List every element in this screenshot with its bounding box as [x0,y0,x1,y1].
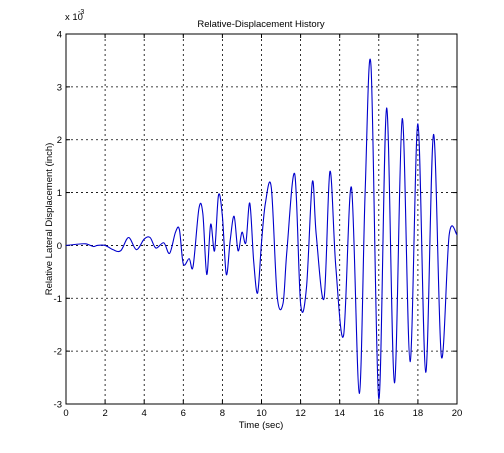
y-tick-label: -1 [54,294,62,305]
x-tick-label: 20 [452,408,463,419]
x-tick-label: 14 [334,408,345,419]
x-tick-label: 16 [374,408,385,419]
x-tick-label: 12 [295,408,306,419]
y-tick-label: 1 [57,188,62,199]
y-tick-label: -2 [54,347,62,358]
y-axis-label: Relative Lateral Displacement (inch) [44,143,55,296]
x-axis-label: Time (sec) [239,420,284,431]
y-tick-label: 2 [57,135,62,146]
chart-title: Relative-Displacement History [197,19,324,30]
x-tick-label: 18 [413,408,424,419]
x-tick-label: 4 [142,408,147,419]
x-tick-label: 10 [256,408,267,419]
series-layer [65,58,458,400]
series-line [65,58,458,400]
x-tick-label: 8 [220,408,225,419]
y-tick-label: 3 [57,82,62,93]
x-tick-label: 2 [102,408,107,419]
y-multiplier-label: x 10 [65,12,83,23]
y-multiplier-exponent: -3 [78,9,84,16]
x-tick-label: 0 [63,408,68,419]
y-tick-label: -3 [54,400,62,411]
y-tick-label: 4 [57,30,62,41]
x-tick-label: 6 [181,408,186,419]
y-tick-label: 0 [57,241,62,252]
